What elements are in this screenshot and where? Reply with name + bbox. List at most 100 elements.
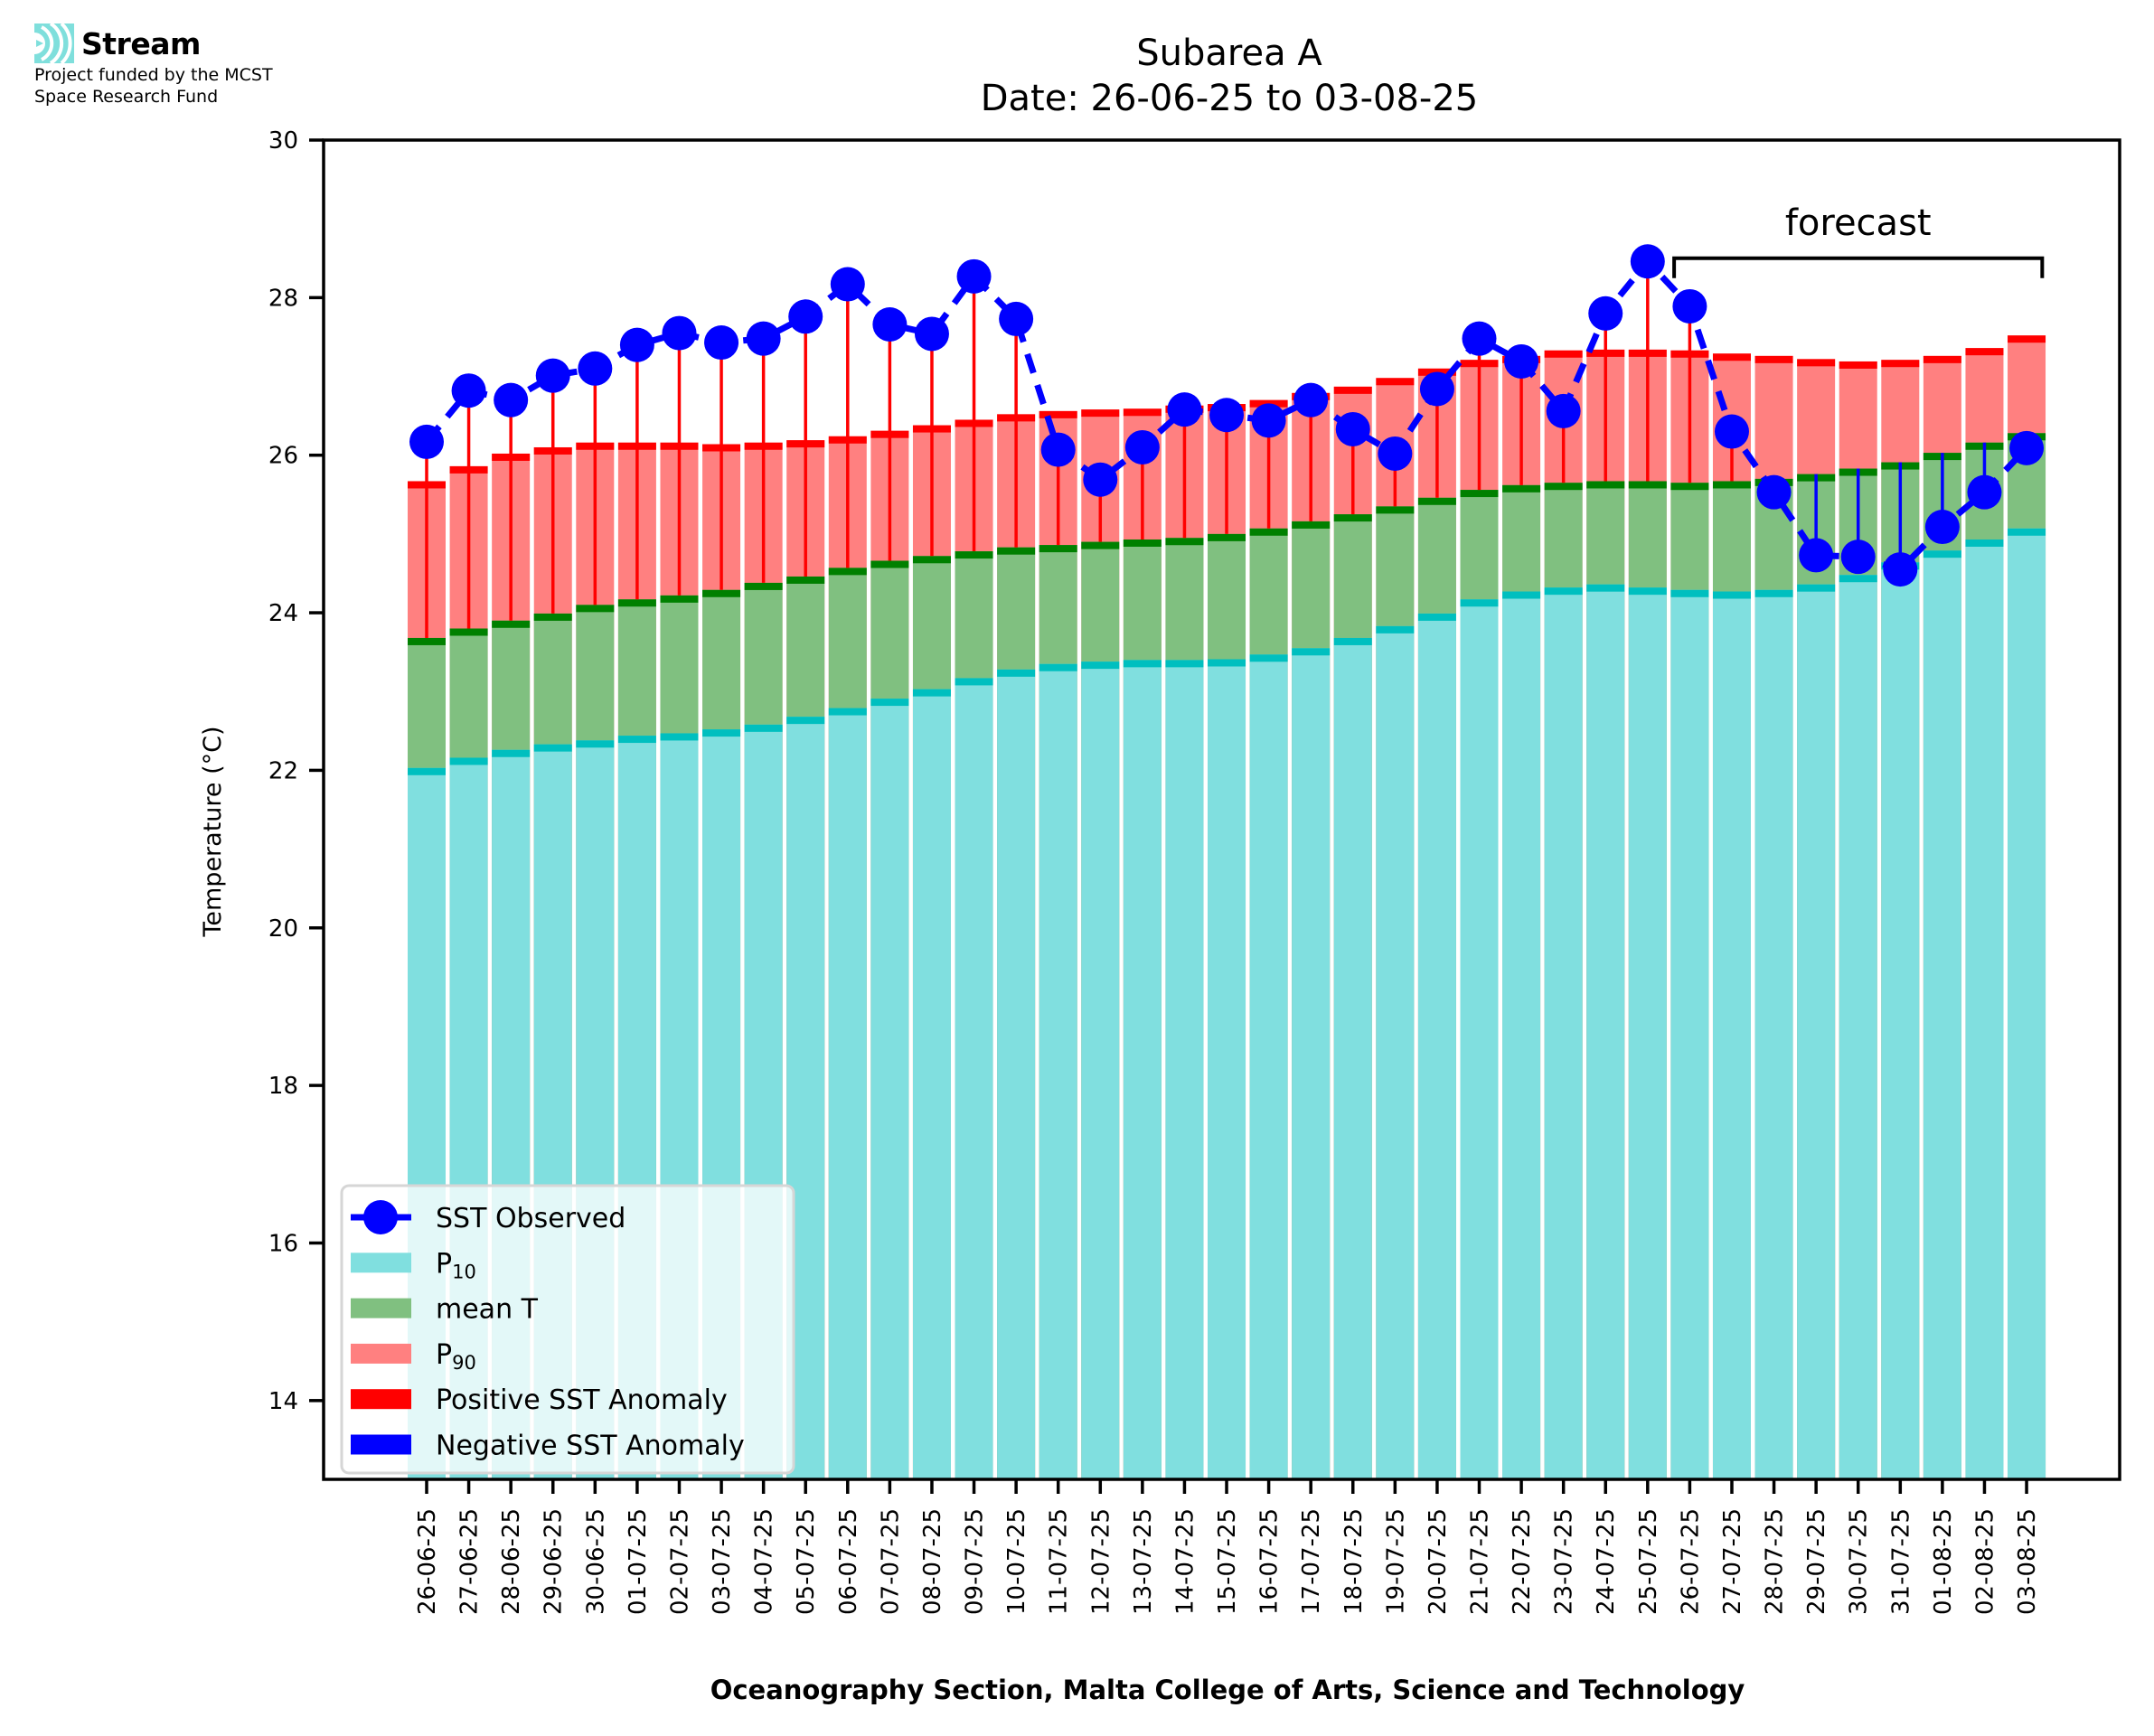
observed-sst-point: [1462, 321, 1497, 356]
observed-sst-point: [1124, 429, 1160, 464]
bar-p10-edge: [492, 749, 531, 757]
observed-sst-point: [451, 373, 486, 408]
y-tick-label: 24: [268, 600, 298, 627]
bar-p10-edge: [1923, 550, 1961, 558]
bar-p90-edge: [1965, 348, 2004, 356]
bar-p10-edge: [2008, 528, 2046, 536]
bar-p10-edge: [702, 729, 741, 737]
bar-p10-edge: [660, 733, 699, 741]
observed-sst-point: [830, 267, 865, 302]
bar-p10-edge: [1081, 662, 1120, 670]
observed-sst-point: [788, 299, 823, 334]
bar-p10: [1544, 587, 1583, 1479]
x-tick-label: 18-07-25: [1340, 1508, 1368, 1615]
bar-mean-edge: [1670, 483, 1709, 491]
bar-p10: [1165, 660, 1204, 1479]
bar-p10-edge: [1839, 575, 1877, 583]
y-tick-label: 30: [268, 127, 298, 155]
bar-p10-edge: [1754, 589, 1793, 597]
bar-p90-edge: [1376, 378, 1415, 386]
y-tick-label: 28: [268, 285, 298, 312]
bar-mean-edge: [1292, 521, 1331, 529]
bar-mean-edge: [702, 589, 741, 597]
observed-sst-point: [1672, 288, 1707, 324]
observed-sst-point: [1504, 343, 1539, 379]
bar-mean-edge: [744, 582, 783, 590]
observed-sst-point: [746, 321, 781, 356]
observed-sst-point: [1588, 296, 1623, 331]
observed-sst-point: [1756, 474, 1792, 510]
plot-frame: [322, 138, 2121, 1481]
bar-p10: [1039, 663, 1077, 1479]
observed-sst-point: [494, 382, 529, 418]
bar-p10-edge: [828, 708, 867, 716]
observed-sst-point: [1714, 414, 1749, 449]
x-tick-label: 30-07-25: [1846, 1508, 1873, 1615]
x-tick-label: 31-07-25: [1887, 1508, 1914, 1615]
observed-sst-point: [1883, 552, 1918, 587]
y-tick-label: 16: [268, 1230, 298, 1257]
x-tick-label: 09-07-25: [962, 1508, 989, 1615]
bar-p10: [1754, 589, 1793, 1479]
bar-p10-edge: [786, 717, 825, 725]
x-tick-label: 13-07-25: [1130, 1508, 1157, 1615]
bar-mean-edge: [1502, 484, 1541, 493]
bar-mean-edge: [828, 568, 867, 576]
observed-sst-point: [535, 358, 570, 393]
bar-p10: [1208, 659, 1246, 1479]
x-tick-label: 28-07-25: [1762, 1508, 1789, 1615]
x-tick-label: 16-07-25: [1256, 1508, 1284, 1615]
observed-sst-point: [1630, 244, 1665, 279]
x-tick-label: 10-07-25: [1003, 1508, 1030, 1615]
observed-sst-point: [1546, 393, 1581, 428]
bar-mean-edge: [1249, 528, 1288, 536]
observed-sst-point: [2009, 430, 2045, 465]
bar-p10: [1376, 625, 1415, 1479]
bar-mean-edge: [1081, 541, 1120, 549]
x-tick-label: 23-07-25: [1551, 1508, 1578, 1615]
bar-p10-edge: [449, 757, 488, 765]
bar-p10: [1460, 599, 1499, 1479]
logo-subtitle-line1: Project funded by the MCST: [34, 65, 273, 85]
bar-p10-edge: [1208, 659, 1246, 667]
bar-p90-edge: [1333, 386, 1372, 394]
bar-mean-edge: [1586, 481, 1625, 489]
observed-sst-point: [1083, 462, 1118, 497]
bar-p10: [955, 678, 993, 1479]
chart-title: Subarea A: [1136, 33, 1322, 74]
bar-mean-edge: [1333, 514, 1372, 522]
observed-sst-point: [999, 301, 1034, 336]
bar-mean-edge: [1460, 490, 1499, 498]
bar-p90-edge: [2008, 335, 2046, 343]
bar-p10-edge: [408, 767, 446, 775]
bar-p10-edge: [1797, 584, 1836, 592]
bar-p10-edge: [744, 724, 783, 732]
legend-swatch-pos: [351, 1389, 411, 1410]
x-tick-label: 26-07-25: [1677, 1508, 1704, 1615]
observed-sst-point: [1799, 538, 1834, 573]
bar-mean-edge: [408, 637, 446, 645]
observed-sst-point: [914, 316, 949, 352]
bar-p10: [997, 669, 1036, 1479]
bar-p10: [1123, 660, 1162, 1479]
bar-p10: [1628, 587, 1667, 1479]
bars-layer: [408, 335, 2046, 1480]
legend-label-subscript: 90: [452, 1352, 476, 1374]
bar-p10: [1797, 584, 1836, 1479]
bar-p10: [1292, 648, 1331, 1479]
bar-mean-edge: [997, 547, 1036, 555]
legend-marker-icon: [363, 1200, 398, 1234]
bar-p10-edge: [1165, 660, 1204, 668]
x-tick-label: 07-07-25: [877, 1508, 904, 1615]
chart-subtitle: Date: 26-06-25 to 03-08-25: [981, 78, 1479, 119]
bar-p10: [1712, 591, 1751, 1479]
observed-sst-point: [1419, 371, 1454, 407]
bar-p10: [1839, 575, 1877, 1479]
observed-sst-point: [1335, 411, 1370, 446]
x-axis: 26-06-25 27-06-25 28-06-25 29-06-25 30-06-25…: [414, 1479, 2041, 1615]
observed-sst-point: [662, 315, 697, 351]
observed-line-layer: [409, 244, 2045, 587]
bar-p10-edge: [912, 689, 951, 697]
x-tick-label: 29-07-25: [1803, 1508, 1830, 1615]
